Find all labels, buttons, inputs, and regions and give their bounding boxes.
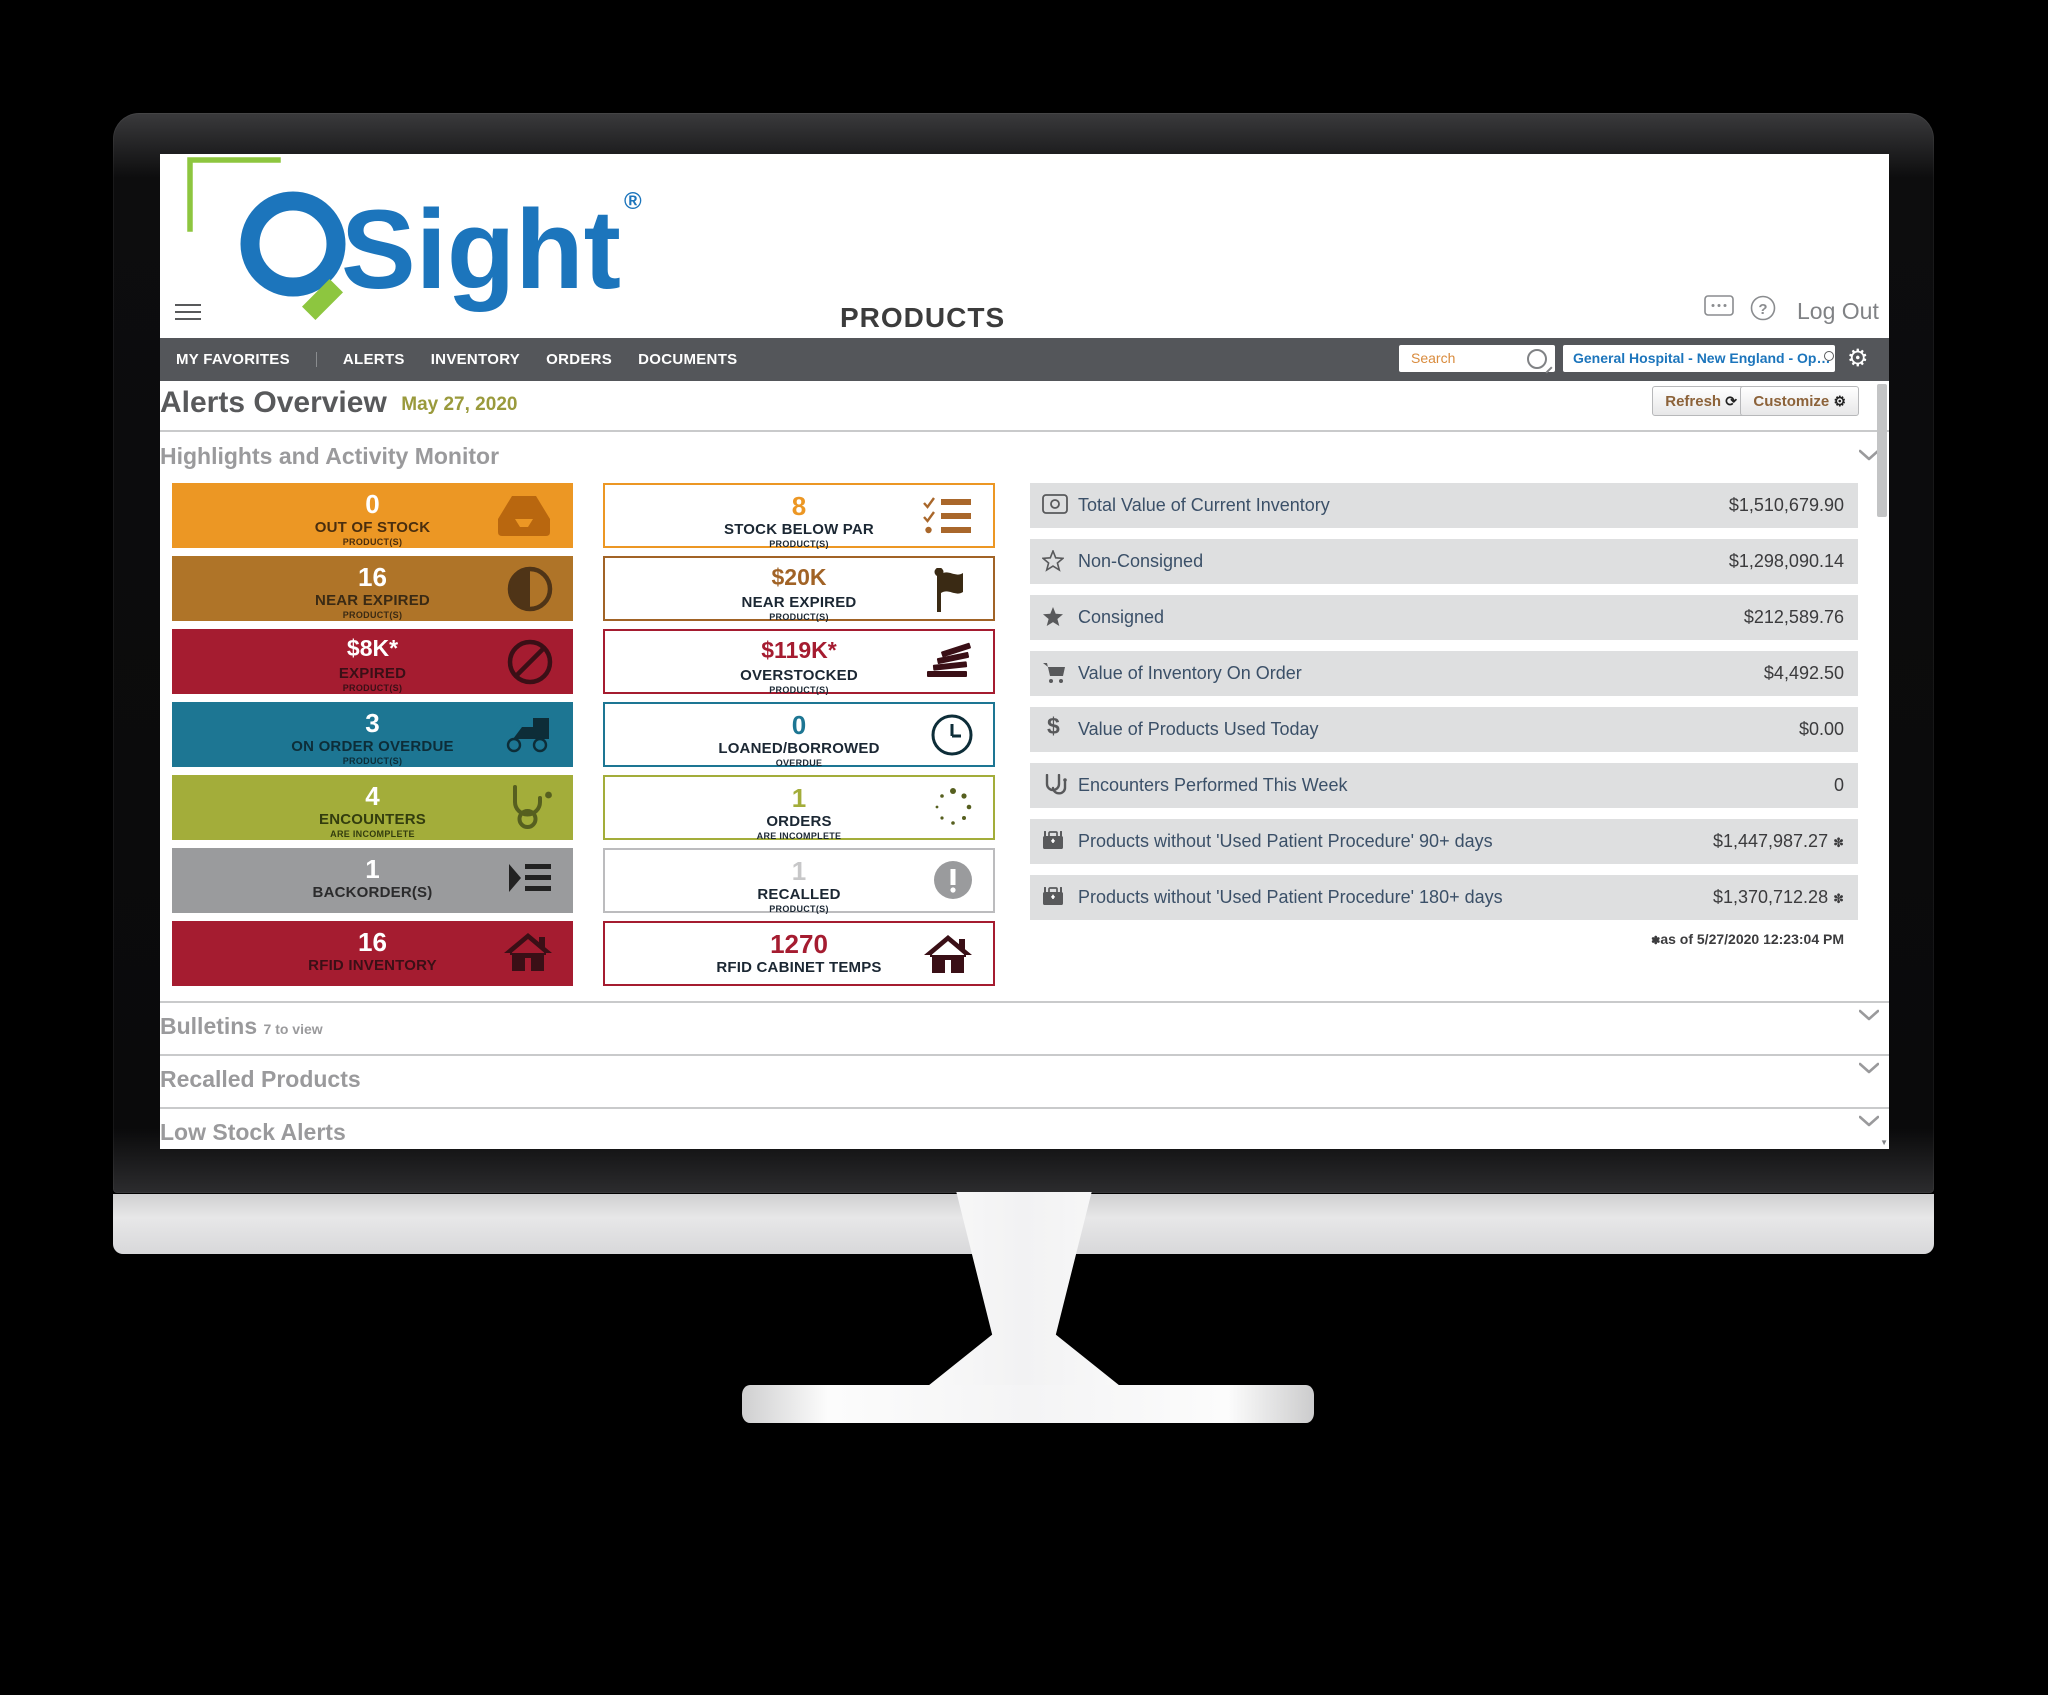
svg-text:Sight: Sight (341, 187, 621, 312)
svg-text:®: ® (624, 188, 642, 215)
svg-text:?: ? (1758, 301, 1767, 318)
